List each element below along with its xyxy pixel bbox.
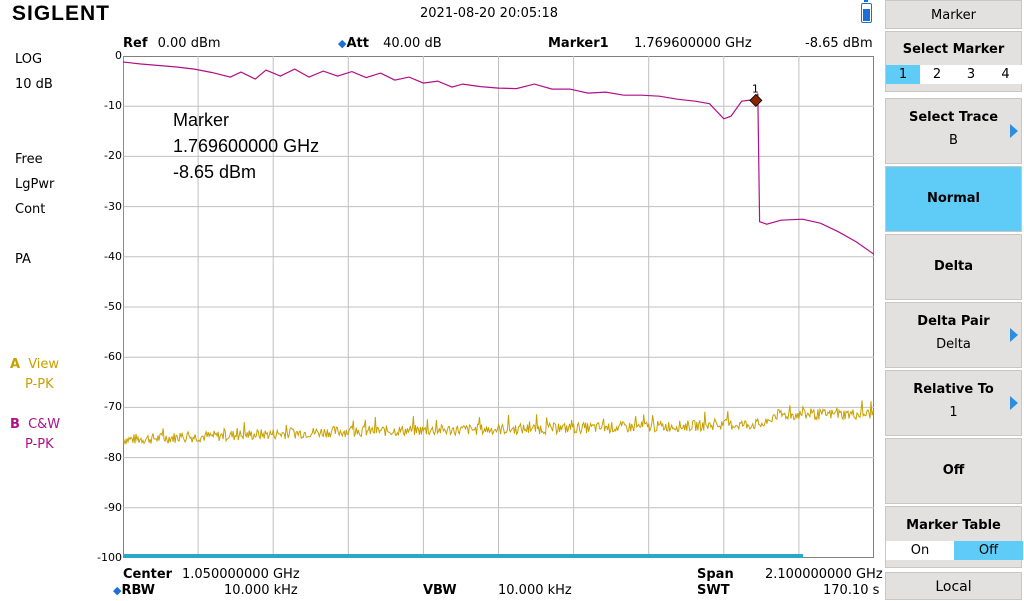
relative-to-label: Relative To xyxy=(913,382,994,397)
y-tick-label: -80 xyxy=(104,450,122,464)
marker-diamond-icon xyxy=(749,93,763,107)
swt-label: SWT xyxy=(697,583,730,598)
softkey-panel: Marker Select Marker 1 2 3 4 Select Trac… xyxy=(885,0,1024,600)
marker-option-3[interactable]: 3 xyxy=(966,67,976,82)
span-label: Span xyxy=(697,567,734,582)
relative-to-value: 1 xyxy=(949,405,958,420)
trigger-mode: Cont xyxy=(15,202,46,217)
y-tick-label: -90 xyxy=(104,500,122,514)
trace-a-letter: A xyxy=(10,357,21,372)
rbw-label: RBW xyxy=(121,583,156,598)
brand-logo: SIGLENT xyxy=(12,2,111,25)
trace-b-mode: C&W xyxy=(28,417,61,432)
center-label: Center xyxy=(123,567,173,582)
rbw-field[interactable]: ◆RBW xyxy=(113,583,155,598)
local-key[interactable]: Local xyxy=(885,572,1022,600)
y-tick-label: -20 xyxy=(104,149,122,163)
marker-table-off[interactable]: Off xyxy=(954,541,1023,560)
trace-a-mode: View xyxy=(28,357,60,372)
normal-key[interactable]: Normal xyxy=(885,166,1022,232)
vbw-value[interactable]: 10.000 kHz xyxy=(498,583,572,598)
marker-readout-level: -8.65 dBm xyxy=(805,36,873,51)
menu-title: Marker xyxy=(885,0,1022,29)
marker-selector: 1 2 3 4 xyxy=(886,65,1023,84)
vbw-label: VBW xyxy=(423,583,457,598)
y-tick-label: -100 xyxy=(97,551,122,564)
y-tick-label: 0 xyxy=(115,49,122,62)
normal-label: Normal xyxy=(927,191,980,206)
swt-value[interactable]: 170.10 s xyxy=(823,583,880,598)
rbw-value: 10.000 kHz xyxy=(224,583,298,598)
att-label: Att xyxy=(346,36,369,51)
att-value: 40.00 dB xyxy=(383,36,442,51)
spectrum-graph[interactable]: 1 xyxy=(123,56,874,558)
y-tick-label: -40 xyxy=(104,249,122,263)
ref-level[interactable]: Ref 0.00 dBm xyxy=(123,36,221,51)
graph-grid xyxy=(123,56,874,558)
y-tick-label: -60 xyxy=(104,350,122,364)
diamond-icon: ◆ xyxy=(338,37,347,50)
local-label: Local xyxy=(935,579,972,595)
submenu-arrow-icon xyxy=(1010,328,1018,342)
scale-type: LOG xyxy=(15,52,43,67)
y-tick-label: -30 xyxy=(104,199,122,213)
span-value[interactable]: 2.100000000 GHz xyxy=(765,567,883,582)
submenu-arrow-icon xyxy=(1010,396,1018,410)
trace-b-letter: B xyxy=(10,417,20,432)
marker-readout-label: Marker1 xyxy=(548,36,609,51)
sweep-mode: Free xyxy=(15,152,43,167)
annotation-title: Marker xyxy=(173,110,230,130)
submenu-arrow-icon xyxy=(1010,124,1018,138)
select-marker-key[interactable]: Select Marker 1 2 3 4 xyxy=(885,31,1023,92)
trace-a-detector: P-PK xyxy=(25,377,54,392)
marker-readout-freq: 1.769600000 GHz xyxy=(634,36,752,51)
select-trace-label: Select Trace xyxy=(908,110,999,125)
marker-annotation: Marker 1.769600000 GHz -8.65 dBm xyxy=(173,107,319,185)
delta-pair-value: Delta xyxy=(936,337,971,352)
y-tick-label: -50 xyxy=(104,300,122,313)
trace-a-line xyxy=(123,56,874,446)
attenuation[interactable]: ◆Att 40.00 dB xyxy=(338,36,442,51)
trace-b-detector: P-PK xyxy=(25,437,54,452)
y-tick-label: -10 xyxy=(104,99,122,113)
relative-to-key[interactable]: Relative To 1 xyxy=(885,370,1022,436)
average-type: LgPwr xyxy=(15,177,55,192)
annotation-level: -8.65 dBm xyxy=(173,162,257,182)
preamp-indicator: PA xyxy=(15,252,31,267)
marker-option-4[interactable]: 4 xyxy=(1001,67,1010,82)
delta-pair-key[interactable]: Delta Pair Delta xyxy=(885,302,1022,368)
y-tick-label: -70 xyxy=(104,400,122,414)
select-trace-key[interactable]: Select Trace B xyxy=(885,98,1022,164)
delta-label: Delta xyxy=(933,259,974,274)
trace-b-line xyxy=(123,61,874,255)
marker-option-2[interactable]: 2 xyxy=(932,67,942,82)
center-value[interactable]: 1.050000000 GHz xyxy=(182,567,300,582)
marker-option-1[interactable]: 1 xyxy=(886,65,920,84)
off-label: Off xyxy=(942,463,965,478)
ref-label: Ref xyxy=(123,36,148,51)
annotation-freq: 1.769600000 GHz xyxy=(173,136,320,156)
select-trace-value: B xyxy=(949,133,958,148)
marker-table-toggle: On Off xyxy=(886,541,1023,560)
diamond-icon: ◆ xyxy=(113,584,122,597)
battery-icon xyxy=(861,0,872,23)
marker-table-on[interactable]: On xyxy=(910,543,930,558)
trace-a-info[interactable]: A View xyxy=(10,357,59,372)
marker-table-label: Marker Table xyxy=(906,518,1001,533)
marker-1[interactable]: 1 xyxy=(749,82,763,107)
off-key[interactable]: Off xyxy=(885,438,1022,504)
delta-pair-label: Delta Pair xyxy=(917,314,990,329)
sweep-progress-bar xyxy=(123,554,803,558)
select-marker-label: Select Marker xyxy=(902,42,1005,57)
marker-table-key[interactable]: Marker Table On Off xyxy=(885,506,1023,568)
scale-div: 10 dB xyxy=(15,77,53,92)
trace-b-info[interactable]: B C&W xyxy=(10,417,60,432)
delta-key[interactable]: Delta xyxy=(885,234,1022,300)
date-time: 2021-08-20 20:05:18 xyxy=(420,6,559,21)
ref-value: 0.00 dBm xyxy=(157,36,221,51)
marker-number: 1 xyxy=(752,82,759,95)
